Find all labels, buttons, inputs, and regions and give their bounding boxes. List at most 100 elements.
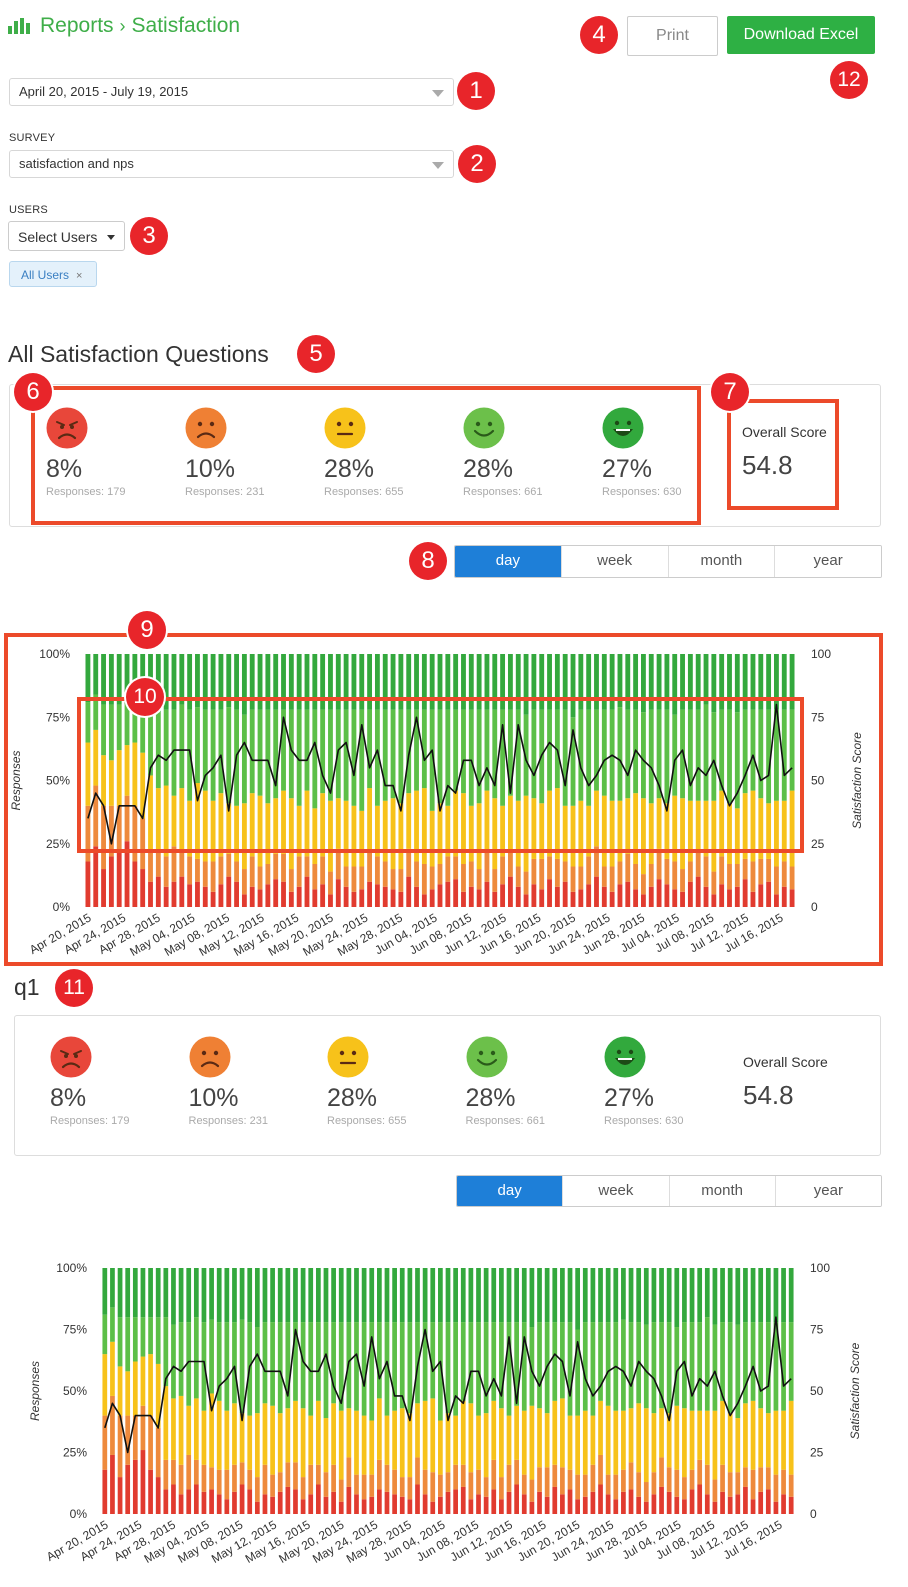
bar-segment-neutral (328, 800, 333, 872)
bar-segment-happy (578, 709, 584, 801)
bar-segment-very-unhappy (788, 1496, 794, 1514)
bar-segment-very-unhappy (704, 1494, 710, 1514)
bar-segment-very-unhappy (108, 856, 114, 907)
bar-segment-neutral (641, 798, 646, 875)
bar-segment-neutral (202, 790, 208, 862)
bar-segment-very-happy (712, 1268, 718, 1325)
bar-segment-very-happy (254, 1268, 260, 1328)
bar-segment-very-unhappy (483, 1496, 489, 1514)
q1-overall-score-value: 54.8 (743, 1080, 794, 1110)
bar-segment-neutral (414, 790, 419, 862)
bucket-responses: Responses: 179 (46, 486, 126, 498)
print-button[interactable]: Print (627, 16, 718, 56)
bar-segment-happy (703, 704, 709, 801)
bar-segment-unhappy (594, 846, 599, 877)
y2-tick-label: 50 (811, 774, 825, 788)
bar-segment-very-happy (171, 1268, 176, 1325)
select-users-label: Select Users (18, 229, 98, 245)
bar-segment-neutral (178, 1395, 184, 1465)
bar-segment-happy (666, 1322, 672, 1414)
bar-segment-very-unhappy (712, 1501, 718, 1514)
bar-segment-unhappy (254, 1477, 260, 1502)
bar-segment-unhappy (398, 869, 404, 892)
annotation-badge-3: 3 (130, 217, 168, 255)
bar-segment-unhappy (216, 1469, 222, 1495)
bar-segment-very-happy (529, 1268, 535, 1328)
bar-segment-happy (789, 709, 795, 791)
bar-segment-very-unhappy (523, 894, 529, 907)
very-unhappy-face-icon (50, 1036, 92, 1083)
survey-select[interactable]: satisfaction and nps (9, 150, 454, 178)
bar-segment-unhappy (483, 1477, 489, 1497)
bar-segment-happy (210, 709, 216, 801)
bar-segment-neutral (547, 790, 552, 857)
bar-segment-neutral (656, 798, 662, 849)
select-users-button[interactable]: Select Users (8, 221, 125, 251)
bar-segment-unhappy (523, 871, 529, 895)
period-week-button[interactable]: week (560, 546, 668, 577)
bar-segment-unhappy (766, 858, 772, 882)
bucket-responses: Responses: 630 (602, 486, 682, 498)
period-day-button[interactable]: day (455, 546, 561, 577)
download-excel-button[interactable]: Download Excel (727, 16, 875, 54)
bar-segment-happy (476, 1322, 481, 1416)
bar-segment-unhappy (773, 1474, 779, 1502)
bar-segment-very-happy (346, 1268, 352, 1323)
q1-period-year-button[interactable]: year (774, 1176, 881, 1206)
breadcrumb-reports-link[interactable]: Reports (40, 14, 114, 37)
bar-segment-unhappy (507, 851, 513, 877)
bucket-percent: 8% (50, 1084, 87, 1112)
period-year-button[interactable]: year (774, 546, 881, 577)
bar-segment-very-happy (666, 1268, 672, 1323)
bar-segment-neutral (483, 1413, 489, 1478)
period-month-button[interactable]: month (667, 546, 775, 577)
bar-segment-unhappy (304, 856, 310, 877)
bar-segment-neutral (148, 775, 153, 852)
breadcrumb-current: Satisfaction (131, 14, 241, 37)
bar-segment-unhappy (85, 805, 91, 862)
bar-segment-neutral (281, 790, 286, 854)
bar-segment-neutral (288, 798, 294, 870)
bar-segment-happy (399, 1322, 405, 1409)
bar-segment-neutral (491, 1400, 497, 1460)
bar-segment-very-happy (570, 654, 576, 718)
bar-segment-very-unhappy (529, 1501, 535, 1514)
bar-segment-unhappy (367, 851, 373, 882)
bar-segment-neutral (613, 1410, 619, 1475)
bar-segment-happy (102, 1314, 108, 1355)
bar-segment-very-happy (633, 654, 639, 710)
bar-segment-happy (407, 1322, 413, 1414)
bucket-percent: 10% (185, 455, 236, 483)
remove-tag-icon[interactable]: × (76, 270, 83, 282)
bar-segment-very-unhappy (554, 886, 560, 907)
bar-segment-very-unhappy (515, 886, 521, 907)
bar-segment-very-unhappy (392, 1494, 397, 1514)
bar-segment-unhappy (195, 858, 200, 882)
bar-segment-unhappy (328, 871, 333, 895)
bar-segment-neutral (285, 1408, 291, 1463)
bar-segment-neutral (529, 1405, 535, 1480)
bar-segment-neutral (674, 1405, 680, 1470)
bar-segment-very-unhappy (643, 1501, 649, 1514)
bar-segment-unhappy (774, 866, 779, 895)
bar-segment-happy (148, 704, 153, 776)
q1-period-month-button[interactable]: month (668, 1176, 775, 1206)
bar-segment-happy (461, 709, 466, 794)
bar-segment-very-unhappy (672, 889, 678, 907)
bar-segment-neutral (331, 1403, 336, 1465)
bar-segment-happy (422, 1322, 428, 1401)
date-range-select[interactable]: April 20, 2015 - July 19, 2015 (9, 78, 454, 106)
q1-period-week-button[interactable]: week (562, 1176, 669, 1206)
bar-segment-neutral (101, 755, 106, 806)
bar-segment-neutral (125, 1371, 131, 1416)
q1-period-day-button[interactable]: day (457, 1176, 563, 1206)
bar-segment-unhappy (288, 869, 294, 892)
bar-segment-neutral (666, 1413, 672, 1468)
bar-segment-very-unhappy (117, 1477, 123, 1514)
bar-segment-happy (719, 709, 725, 791)
bar-segment-unhappy (560, 1467, 565, 1495)
bar-segment-very-happy (453, 654, 459, 710)
bar-segment-very-unhappy (249, 886, 255, 907)
bar-segment-very-happy (514, 1268, 519, 1323)
bar-segment-neutral (193, 1398, 199, 1460)
